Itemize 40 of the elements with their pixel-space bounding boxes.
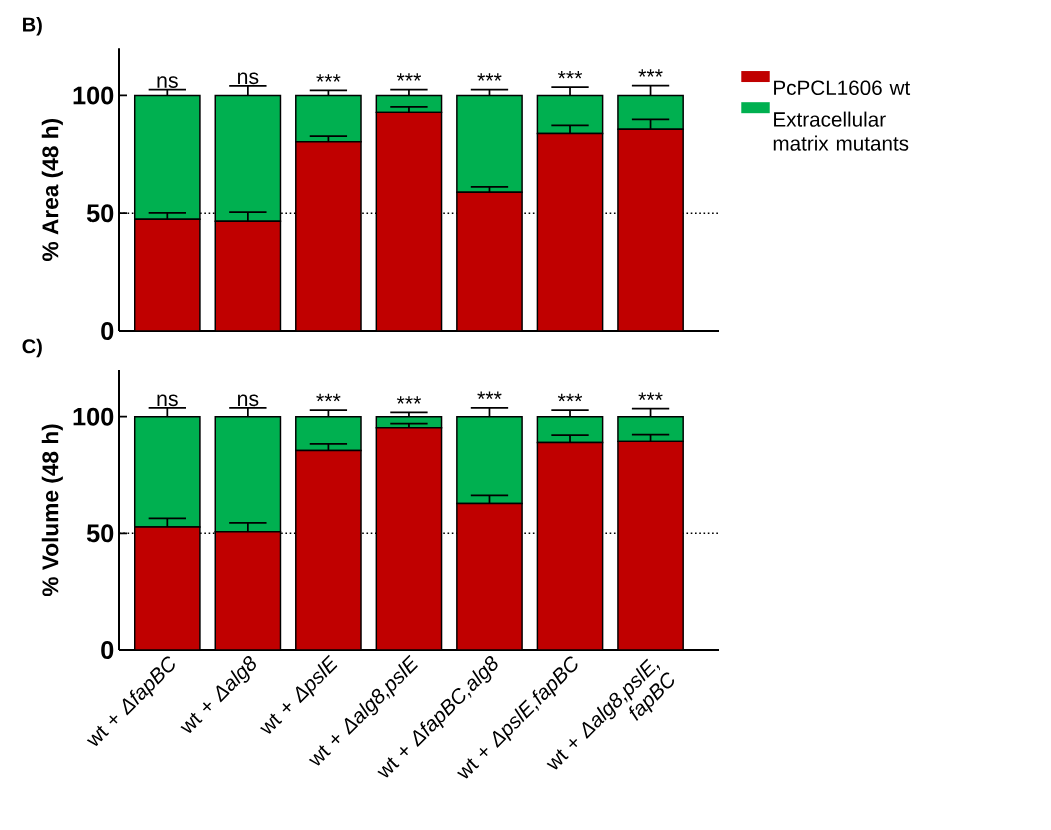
bar xyxy=(536,132,604,331)
bar xyxy=(133,218,201,331)
bar xyxy=(295,141,362,331)
bar xyxy=(617,128,684,331)
chart-title: B) xyxy=(23,16,42,36)
bar xyxy=(375,111,443,331)
annotation: *** xyxy=(396,396,422,404)
annotation: ns xyxy=(157,394,178,407)
y-tick-label: 100 xyxy=(73,407,114,426)
annotation: *** xyxy=(396,73,422,81)
bar xyxy=(456,191,523,331)
annotation: *** xyxy=(316,74,341,82)
legend-label: PcPCL1606 wt xyxy=(774,80,911,96)
chart-title: C) xyxy=(22,338,42,358)
bar xyxy=(376,427,442,650)
annotation: ns xyxy=(238,394,259,407)
y-axis-title: % Volume (48 h) xyxy=(41,424,63,597)
annotation: *** xyxy=(557,70,583,79)
bar xyxy=(214,220,282,331)
annotation: ns xyxy=(238,72,259,85)
bar xyxy=(295,450,362,650)
y-axis-title: % Area (48 h) xyxy=(41,119,63,261)
bar xyxy=(456,503,523,650)
annotation: *** xyxy=(477,73,502,81)
y-tick-label: 0 xyxy=(101,322,114,340)
annotation: *** xyxy=(638,69,663,77)
annotation: *** xyxy=(557,393,583,402)
y-tick-label: 50 xyxy=(86,524,114,543)
annotation: *** xyxy=(477,391,502,399)
bar xyxy=(134,527,200,650)
annotation: *** xyxy=(316,393,341,402)
y-tick-label: 0 xyxy=(101,641,114,659)
y-tick-label: 50 xyxy=(86,204,114,223)
bar xyxy=(537,442,603,650)
bar xyxy=(617,440,684,650)
annotation: ns xyxy=(157,76,178,88)
annotation: *** xyxy=(638,392,663,400)
y-tick-label: 100 xyxy=(73,86,114,105)
legend-label: Extracellular matrix mutants xyxy=(773,111,909,151)
bar xyxy=(215,531,281,650)
